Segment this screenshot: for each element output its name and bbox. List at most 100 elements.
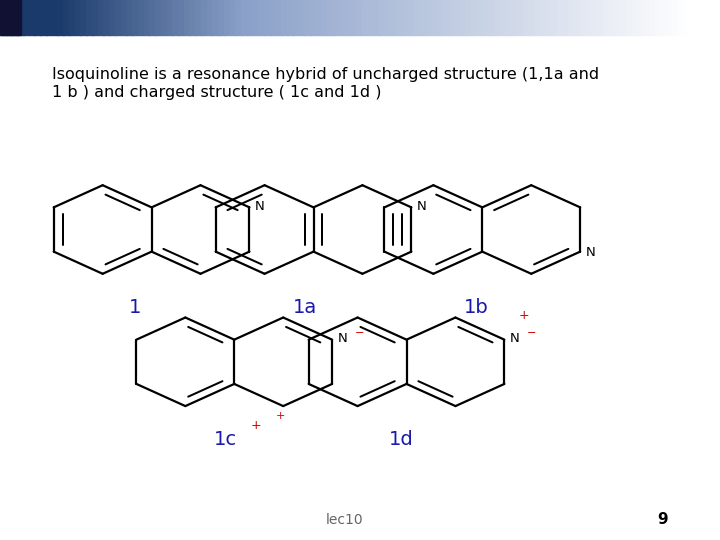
Bar: [603, 0, 609, 35]
Bar: [643, 0, 649, 35]
Bar: [35, 0, 41, 35]
Text: N: N: [255, 200, 264, 213]
Bar: [322, 0, 328, 35]
Bar: [344, 0, 351, 35]
Text: −: −: [527, 328, 536, 339]
Bar: [505, 0, 512, 35]
Bar: [552, 0, 558, 35]
Bar: [350, 0, 356, 35]
Bar: [626, 0, 632, 35]
Bar: [52, 0, 58, 35]
Bar: [270, 0, 276, 35]
Bar: [580, 0, 586, 35]
Bar: [379, 0, 385, 35]
Bar: [488, 0, 495, 35]
Bar: [46, 0, 53, 35]
Bar: [367, 0, 374, 35]
Bar: [390, 0, 397, 35]
Bar: [373, 0, 379, 35]
Bar: [494, 0, 500, 35]
Bar: [29, 0, 35, 35]
Bar: [591, 0, 598, 35]
Bar: [230, 0, 236, 35]
Text: 1: 1: [128, 298, 141, 317]
Bar: [534, 0, 541, 35]
Bar: [408, 0, 414, 35]
Bar: [114, 0, 121, 35]
Bar: [247, 0, 253, 35]
Bar: [585, 0, 592, 35]
Bar: [86, 0, 93, 35]
Bar: [104, 0, 109, 35]
Bar: [511, 0, 518, 35]
Bar: [299, 0, 305, 35]
Bar: [660, 0, 667, 35]
Text: +: +: [276, 411, 285, 421]
Bar: [305, 0, 311, 35]
Bar: [528, 0, 535, 35]
Bar: [224, 0, 230, 35]
Text: 1a: 1a: [293, 298, 317, 317]
Bar: [482, 0, 489, 35]
Bar: [361, 0, 368, 35]
Bar: [23, 0, 30, 35]
Bar: [517, 0, 523, 35]
Bar: [471, 0, 477, 35]
Bar: [63, 0, 70, 35]
Bar: [678, 0, 684, 35]
Bar: [207, 0, 213, 35]
Bar: [402, 0, 408, 35]
Bar: [620, 0, 626, 35]
Bar: [683, 0, 690, 35]
Bar: [253, 0, 259, 35]
Bar: [276, 0, 282, 35]
Bar: [614, 0, 621, 35]
Bar: [172, 0, 179, 35]
Bar: [218, 0, 225, 35]
Bar: [161, 0, 167, 35]
Bar: [69, 0, 76, 35]
Bar: [149, 0, 156, 35]
Bar: [465, 0, 472, 35]
Text: −: −: [355, 328, 364, 339]
Bar: [212, 0, 219, 35]
Text: N: N: [585, 246, 595, 259]
Bar: [166, 0, 173, 35]
Bar: [178, 0, 184, 35]
Bar: [557, 0, 563, 35]
Bar: [126, 0, 132, 35]
Bar: [608, 0, 615, 35]
Bar: [454, 0, 460, 35]
Bar: [631, 0, 638, 35]
Bar: [138, 0, 144, 35]
Bar: [637, 0, 644, 35]
Bar: [425, 0, 431, 35]
Bar: [12, 0, 18, 35]
Bar: [75, 0, 81, 35]
Bar: [0, 0, 6, 35]
Bar: [546, 0, 552, 35]
Bar: [201, 0, 207, 35]
Bar: [563, 0, 569, 35]
Bar: [384, 0, 391, 35]
Bar: [195, 0, 202, 35]
Bar: [523, 0, 529, 35]
Bar: [184, 0, 190, 35]
Bar: [649, 0, 655, 35]
Bar: [98, 0, 104, 35]
Bar: [666, 0, 672, 35]
Bar: [132, 0, 138, 35]
Bar: [448, 0, 454, 35]
Text: Isoquinoline is a resonance hybrid of uncharged structure (1,1a and
1 b ) and ch: Isoquinoline is a resonance hybrid of un…: [52, 68, 599, 100]
Bar: [328, 0, 333, 35]
Bar: [672, 0, 678, 35]
Text: 1c: 1c: [215, 430, 238, 449]
Bar: [569, 0, 575, 35]
Text: 9: 9: [658, 511, 668, 526]
Bar: [241, 0, 248, 35]
Bar: [459, 0, 466, 35]
Bar: [17, 0, 24, 35]
Bar: [419, 0, 426, 35]
Bar: [143, 0, 150, 35]
Bar: [396, 0, 402, 35]
